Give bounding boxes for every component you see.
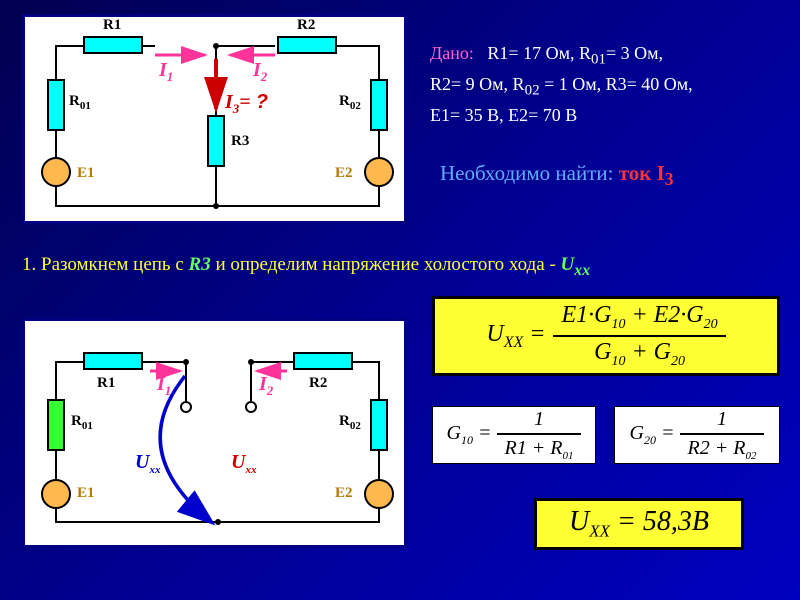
formula-result: UXX = 58,3B [534,498,744,550]
label-r02-2: R02 [339,413,361,432]
label-e2-2: E2 [335,485,353,502]
current-arrows-2 [25,321,410,551]
circuit-diagram-2: R1 R2 R01 R02 E1 E2 I1 I2 Uxx Uxx [22,318,407,548]
label-r01: R01 [69,93,91,112]
step1-text: 1. Разомкнем цепь с R3 и определим напря… [22,254,590,280]
given-label: Дано: [430,43,474,63]
label-r3: R3 [231,133,249,150]
step1-uxx: Uxx [561,254,591,275]
label-r1: R1 [103,17,121,34]
find-label: Необходимо найти: [440,161,613,185]
g20-den: R2 + R02 [680,435,765,464]
label-e2: E2 [335,165,353,182]
formula-uxx-num: E1·G10 + E2·G20 [553,300,725,337]
given-line3: E1= 35 В, E2= 70 В [430,105,577,125]
given-block: Дано: R1= 17 Ом, R01= 3 Ом, R2= 9 Ом, R0… [430,40,780,129]
current-arrows-1 [25,17,410,227]
formula-g20: G20 = 1 R2 + R02 [614,406,780,464]
label-i2-2: I2 [259,373,273,399]
label-e1-2: E1 [77,485,95,502]
label-r2-2: R2 [309,375,327,392]
find-block: Необходимо найти: ток I3 [440,158,674,192]
label-uxx-red: Uxx [231,451,256,476]
label-i3: I3= ? [225,91,268,117]
label-i1: I1 [159,59,173,85]
label-uxx-blue: Uxx [135,451,160,476]
given-r1: R1= 17 Ом, R01= 3 Ом, [487,43,663,63]
label-r01-2: R01 [71,413,93,432]
circuit-diagram-1: R1 R2 R01 R02 R3 E1 E2 I1 I2 I3= ? [22,14,407,224]
g10-den: R1 + R01 [497,435,582,464]
formula-uxx-den: G10 + G20 [553,337,725,372]
label-r1-2: R1 [97,375,115,392]
label-e1: E1 [77,165,95,182]
label-r02: R02 [339,93,361,112]
label-r2: R2 [297,17,315,34]
label-i2: I2 [253,59,267,85]
given-line2: R2= 9 Ом, R02 = 1 Ом, R3= 40 Ом, [430,74,693,94]
formula-uxx-main: UXX = E1·G10 + E2·G20 G10 + G20 [432,296,780,376]
find-value: ток I3 [619,161,674,185]
label-i1-2: I1 [157,373,171,399]
formula-g10: G10 = 1 R1 + R01 [432,406,596,464]
